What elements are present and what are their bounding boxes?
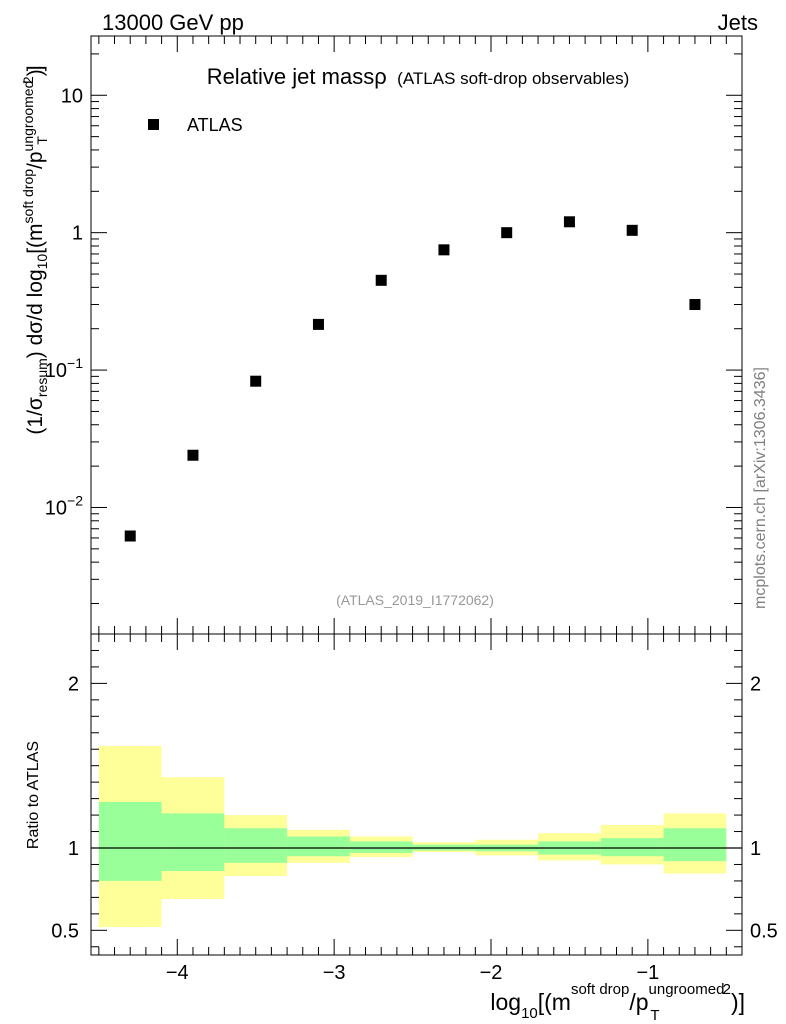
header-left: 13000 GeV pp (102, 10, 244, 35)
atlas-data-point (689, 299, 701, 311)
ratio-bands (91, 745, 742, 928)
main-y-tick-label: 1 (72, 223, 83, 245)
atlas-data-point (124, 530, 136, 542)
band-inner-bin (224, 828, 288, 863)
atlas-data-point (501, 227, 513, 239)
data-points (124, 216, 701, 542)
atlas-data-point (187, 449, 199, 461)
atlas-data-point (626, 224, 638, 236)
ratio-panel-frame (90, 633, 743, 956)
band-inner-bin (600, 838, 664, 857)
band-inner-bin (663, 828, 727, 862)
legend-marker (148, 119, 159, 130)
main-y-tick-label: 10 (61, 85, 83, 107)
atlas-data-point (563, 216, 575, 228)
x-tick-label: −3 (323, 962, 346, 984)
ratio-y-tick-label-right: 1 (750, 838, 761, 860)
ratio-y-tick-label: 1 (68, 838, 79, 860)
ratio-y-tick-label-right: 2 (750, 673, 761, 695)
atlas-data-point (375, 274, 387, 286)
x-tick-label: −2 (480, 962, 503, 984)
analysis-watermark: (ATLAS_2019_I1772062) (336, 592, 494, 608)
main-y-axis-label: (1/σresum) dσ/d log10[(msoft drop/pungro… (20, 65, 50, 434)
chart-title: Relative jet massρ (ATLAS soft-drop obse… (207, 64, 630, 89)
mcplots-reference: mcplots.cern.ch [arXiv:1306.3436] (752, 367, 769, 609)
title-main: Relative jet massρ (207, 64, 387, 89)
x-axis-label: log10[(msoft drop/pungroomed T2)] (490, 981, 745, 1024)
band-inner-bin (349, 841, 413, 853)
x-tick-label: −4 (166, 962, 189, 984)
band-inner-bin (161, 813, 225, 872)
axis-ticks: 10−2 10−1 1 10 −4 −3 −2 −1 0.5 0.5 1 1 2 2 (45, 36, 778, 984)
ratio-y-tick-label-right: 0.5 (750, 920, 778, 942)
ratio-y-tick-label: 0.5 (51, 920, 79, 942)
band-inner-bin (287, 836, 350, 857)
ratio-y-axis-label: Ratio to ATLAS (25, 741, 42, 849)
plot-frames (90, 35, 743, 956)
atlas-data-point (312, 318, 324, 330)
band-inner-bin (98, 801, 162, 881)
title-sub: (ATLAS soft-drop observables) (397, 69, 629, 88)
atlas-data-point (250, 375, 262, 387)
x-tick-label: −1 (636, 962, 659, 984)
atlas-data-point (438, 244, 450, 256)
main-y-tick-label: 10−2 (45, 492, 83, 519)
legend-label: ATLAS (187, 115, 243, 135)
main-y-tick-label: 10−1 (45, 355, 83, 382)
header-right: Jets (718, 10, 758, 35)
ratio-y-tick-label: 2 (68, 673, 79, 695)
